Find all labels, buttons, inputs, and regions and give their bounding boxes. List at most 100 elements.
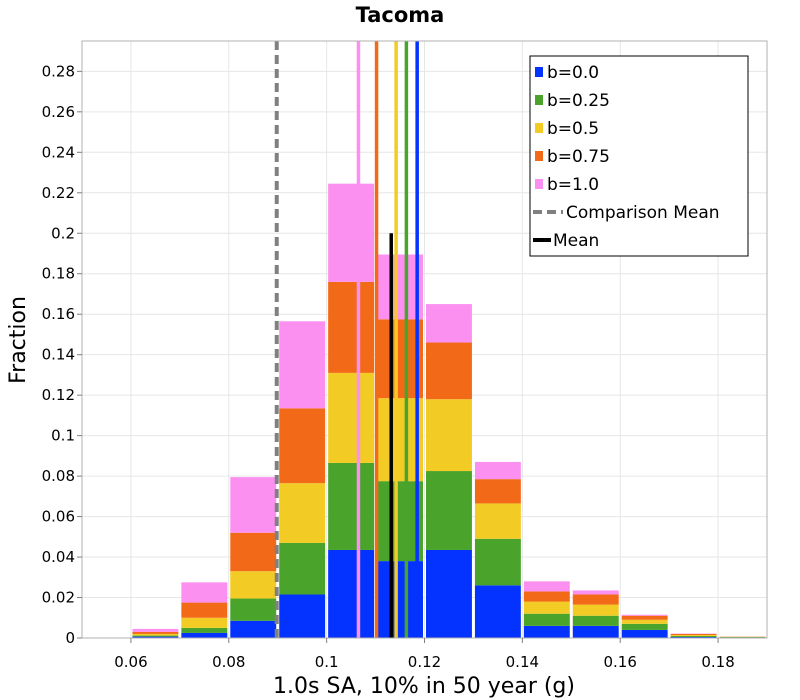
bar-segment-b-0-0 — [670, 636, 717, 638]
bar-segment-b-0-5 — [230, 571, 277, 599]
y-tick-label: 0.12 — [42, 386, 75, 404]
legend-swatch — [535, 123, 543, 133]
bar-segment-b-0-5 — [132, 633, 179, 636]
bar-segment-b-0-0 — [181, 632, 228, 638]
legend-label: Comparison Mean — [566, 203, 720, 223]
y-tick-label: 0.26 — [42, 103, 75, 121]
bar-segment-b-0-0 — [474, 585, 521, 638]
y-tick-label: 0.18 — [42, 265, 75, 283]
bar-segment-b-0-5 — [279, 483, 326, 543]
legend-label: b=1.0 — [547, 175, 599, 195]
legend-label: b=0.75 — [547, 147, 610, 167]
bar-segment-b-0-5 — [181, 617, 228, 628]
bar-segment-b-0-0 — [377, 561, 423, 638]
bar-segment-b-0-25 — [181, 627, 228, 633]
legend-label: b=0.5 — [547, 119, 599, 139]
legend-swatch — [535, 67, 543, 77]
bar-segment-b-0-75 — [328, 281, 375, 373]
bar-segment-b-1-0 — [328, 183, 375, 282]
mean-lines — [274, 41, 419, 638]
bar-segment-b-0-75 — [670, 633, 717, 635]
bar-segment-b-0-75 — [279, 408, 326, 484]
legend-label: Mean — [553, 231, 599, 251]
bar-segment-b-1-0 — [621, 614, 668, 616]
y-tick-label: 0.02 — [42, 589, 75, 607]
bar-segment-b-0-0 — [523, 625, 570, 638]
y-tick-label: 0.06 — [42, 508, 75, 526]
y-tick-label: 0.16 — [42, 305, 75, 323]
bar-segment-b-0-25 — [523, 613, 570, 626]
bar-segment-b-0-5 — [670, 634, 717, 636]
bar-segment-b-0-25 — [279, 542, 326, 595]
x-tick-label: 0.18 — [701, 653, 734, 671]
y-tick-label: 0.1 — [51, 427, 75, 445]
y-axis-ticks: 0 0.02 0.04 0.06 0.08 0.1 0.12 0.14 0.16 0.18 0.2 0… — [42, 62, 82, 647]
x-tick-label: 0.1 — [315, 653, 339, 671]
y-tick-label: 0.04 — [42, 548, 75, 566]
bar-segment-b-0-5 — [474, 503, 521, 539]
bar-segment-b-0-5 — [328, 372, 375, 463]
bar-segment-b-0-0 — [621, 629, 668, 638]
bar-segment-b-0-75 — [230, 532, 277, 572]
bar-segment-b-0-0 — [426, 549, 472, 638]
bar-segment-b-0-25 — [132, 635, 179, 637]
bars — [132, 183, 766, 638]
y-tick-label: 0.2 — [51, 224, 75, 242]
y-tick-label: 0.08 — [42, 467, 75, 485]
bar-segment-b-0-0 — [572, 625, 619, 638]
x-axis-ticks: 0.06 0.08 0.1 0.12 0.14 0.16 0.18 — [114, 638, 735, 671]
bar-segment-b-0-25 — [426, 471, 472, 550]
bar-segment-b-0-25 — [572, 615, 619, 626]
x-tick-label: 0.12 — [408, 653, 441, 671]
bar-segment-b-1-0 — [426, 304, 472, 343]
legend: b=0.0 b=0.25 b=0.5 b=0.75 b=1.0 Comparison Me… — [529, 55, 749, 257]
y-tick-label: 0.14 — [42, 346, 75, 364]
bar-segment-b-0-75 — [474, 479, 521, 504]
chart-title: Tacoma — [356, 3, 445, 27]
x-tick-label: 0.16 — [604, 653, 637, 671]
bar-segment-b-0-25 — [474, 538, 521, 586]
bar-segment-b-0-75 — [132, 631, 179, 634]
legend-swatch — [535, 151, 543, 161]
y-axis-label: Fraction — [6, 296, 31, 384]
y-tick-label: 0.28 — [42, 62, 75, 80]
bar-segment-b-0-75 — [572, 594, 619, 605]
bar-segment-b-0-75 — [377, 319, 423, 399]
bar-segment-b-0-0 — [279, 594, 326, 638]
bar-segment-b-0-5 — [572, 604, 619, 616]
x-tick-label: 0.06 — [114, 653, 147, 671]
bar-segment-b-0-75 — [426, 342, 472, 400]
y-tick-label: 0 — [65, 629, 75, 647]
y-tick-label: 0.22 — [42, 184, 75, 202]
bar-segment-b-1-0 — [523, 581, 570, 592]
bar-segment-b-0-75 — [181, 602, 228, 618]
bar-segment-b-1-0 — [572, 590, 619, 595]
legend-box — [529, 55, 749, 257]
bar-segment-b-0-25 — [230, 598, 277, 621]
bar-segment-b-1-0 — [132, 628, 179, 632]
bar-segment-b-0-0 — [230, 620, 277, 638]
bar-segment-b-0-0 — [328, 549, 375, 638]
legend-label: b=0.25 — [547, 91, 610, 111]
bar-segment-b-0-25 — [328, 462, 375, 550]
bar-segment-b-1-0 — [279, 321, 326, 409]
bar-segment-b-0-25 — [621, 623, 668, 630]
x-axis-label: 1.0s SA, 10% in 50 year (g) — [273, 674, 575, 699]
legend-label: b=0.0 — [547, 63, 599, 83]
x-tick-label: 0.08 — [212, 653, 245, 671]
bar-segment-b-1-0 — [181, 582, 228, 603]
bar-segment-b-1-0 — [230, 477, 277, 533]
legend-swatch — [535, 95, 543, 105]
bar-segment-b-0-25 — [377, 481, 423, 562]
bar-segment-b-1-0 — [377, 254, 423, 320]
legend-swatch — [535, 179, 543, 189]
bar-segment-b-0-75 — [621, 615, 668, 620]
bar-segment-b-0-5 — [523, 601, 570, 614]
bar-segment-b-0-25 — [670, 635, 717, 637]
bar-segment-b-0-75 — [523, 591, 570, 602]
bar-segment-b-0-0 — [132, 636, 179, 638]
bar-segment-b-1-0 — [474, 461, 521, 480]
y-tick-label: 0.24 — [42, 143, 75, 161]
x-tick-label: 0.14 — [506, 653, 539, 671]
